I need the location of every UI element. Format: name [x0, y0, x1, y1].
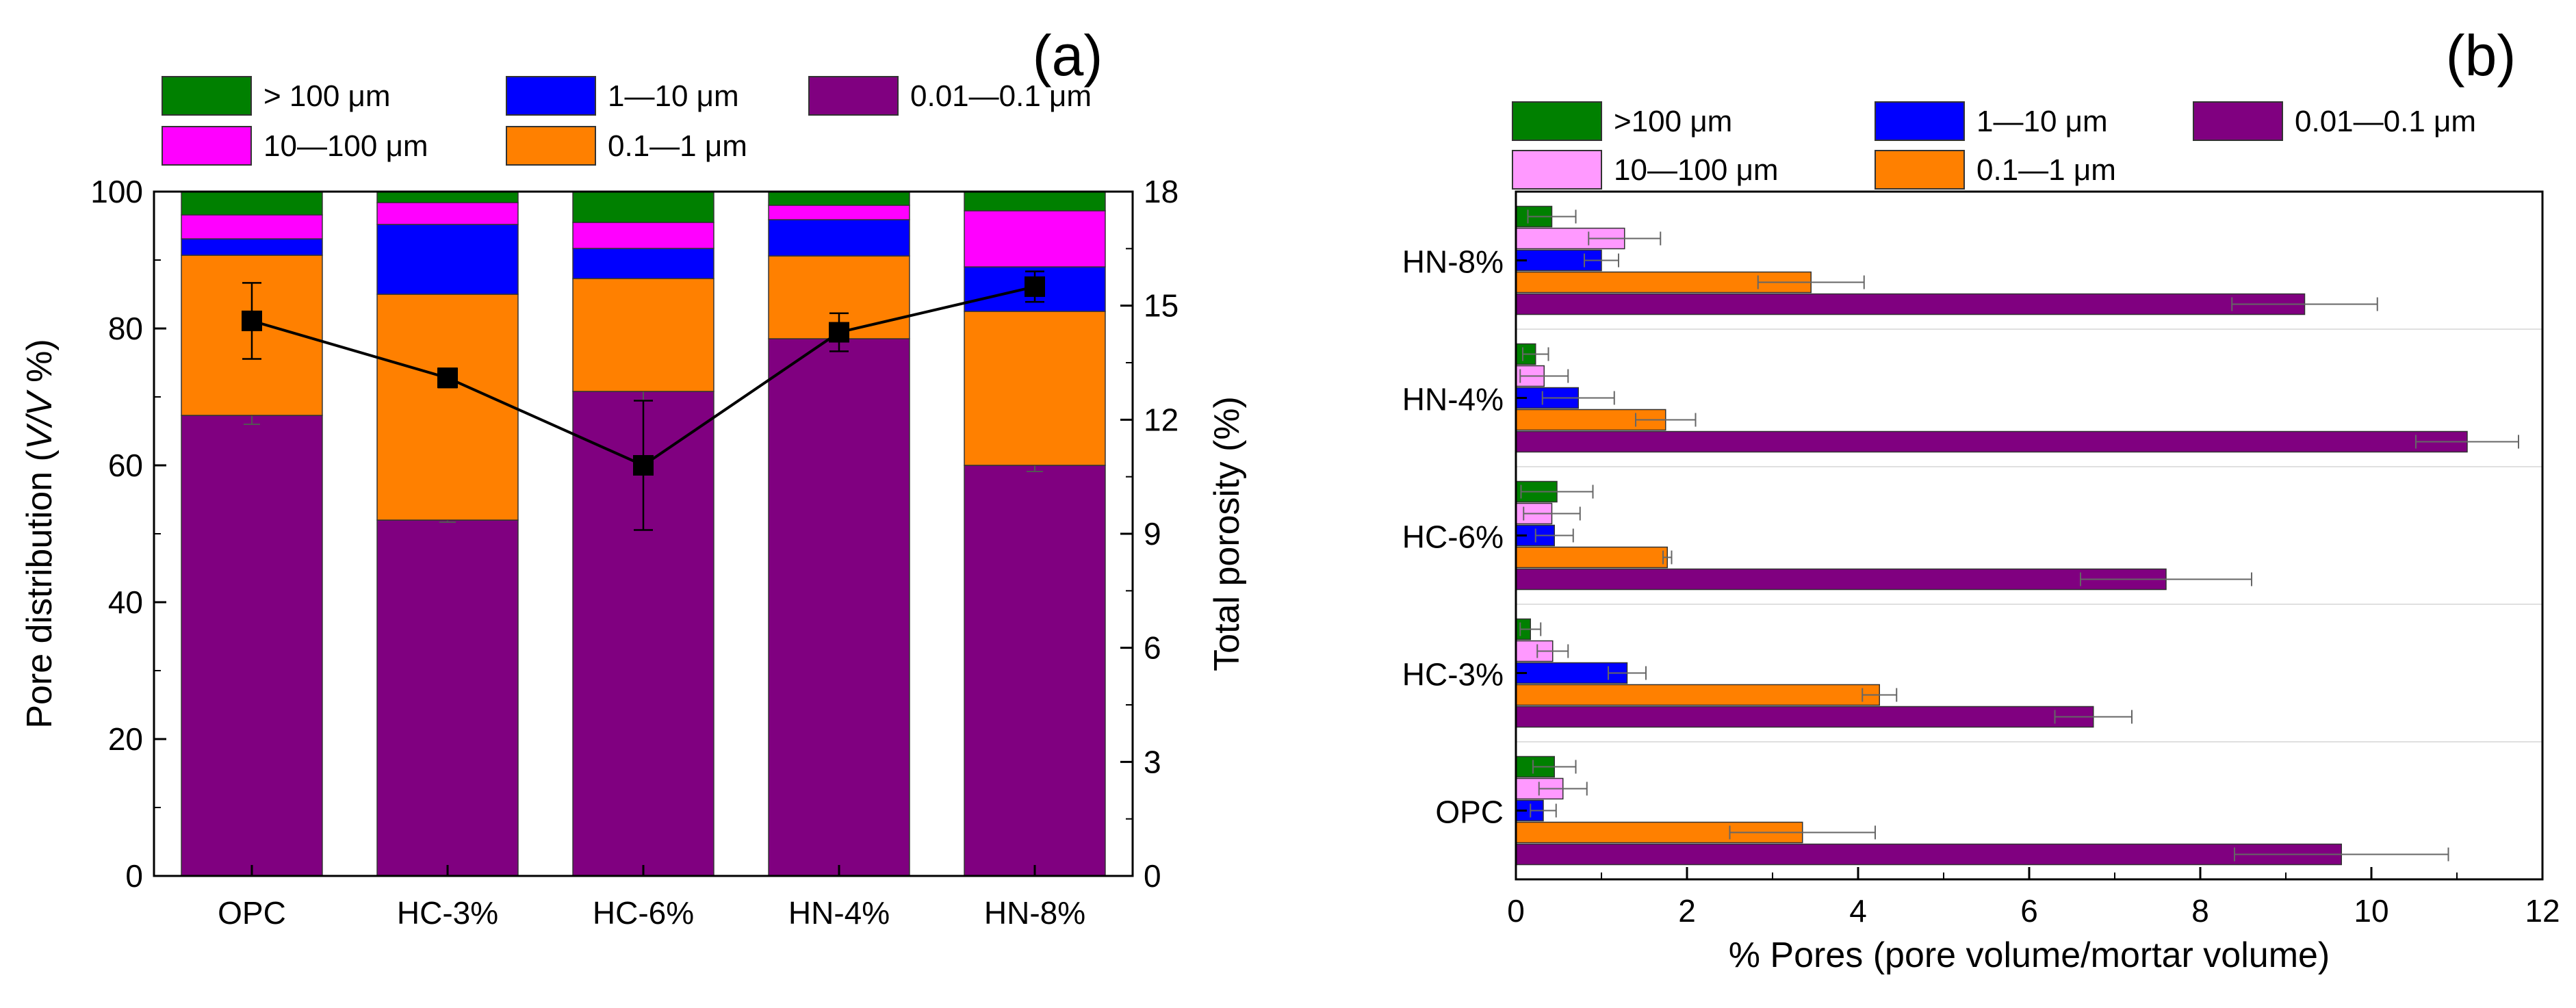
legend-label-a-10-100-m: 10—100 μm — [263, 129, 428, 163]
bar-a-hn-4-10-100-m — [768, 205, 910, 220]
bar-b-opc-0-01-0-1-m — [1515, 843, 2342, 866]
x-tick-label-b: 6 — [2020, 893, 2038, 929]
bar-a-opc-0-01-0-1-m — [181, 415, 323, 877]
legend-swatch-b-100-m — [1512, 101, 1602, 141]
x-tick-label-a-hc-3: HC-3% — [397, 895, 498, 931]
x-tick-label-b: 2 — [1678, 893, 1696, 929]
x-tick-label-b: 0 — [1507, 893, 1525, 929]
legend-swatch-b-0-01-0-1-m — [2193, 101, 2283, 141]
y-tick-label-a: 0 — [125, 858, 143, 894]
x-tick-label-a-hn-4: HN-4% — [788, 895, 890, 931]
bar-a-hn-4-1-10-m — [768, 219, 910, 257]
bar-b-hc-6-0-01-0-1-m — [1515, 568, 2167, 591]
legend-label-b-0-01-0-1-m: 0.01—0.1 μm — [2295, 105, 2476, 138]
bar-a-hc-3-0-01-0-1-m — [376, 519, 519, 877]
y-axis-label-a: Pore distribution (V/V %) — [20, 339, 60, 728]
legend-swatch-b-0-1-1-m — [1875, 150, 1965, 190]
bar-a-hc-3-100-m — [376, 191, 519, 203]
bar-a-hc-6-1-10-m — [572, 248, 714, 279]
porosity-point-hn-4 — [829, 322, 849, 343]
bar-a-hn-8-10-100-m — [964, 210, 1106, 268]
y-axis-label-a-part: %) — [20, 339, 60, 392]
legend-swatch-a-100-m — [162, 76, 252, 116]
chart-a: 0 20 40 60 80 100 0 3 6 9 12 15 18 OPC HC-3% HC-6% HN-4%… — [20, 76, 1247, 931]
y2-tick-label-a: 0 — [1144, 858, 1161, 894]
legend-label-b-10-100-m: 10—100 μm — [1614, 153, 1779, 187]
legend-swatch-a-1-10-m — [506, 76, 596, 116]
legend-label-b-0-1-1-m: 0.1—1 μm — [1976, 153, 2116, 187]
legend-label-a-0-1-1-m: 0.1—1 μm — [608, 129, 747, 163]
y-tick-label-a: 40 — [108, 584, 143, 620]
porosity-point-hc-6 — [633, 455, 654, 476]
bar-a-hc-3-10-100-m — [376, 202, 519, 225]
legend-label-a-1-10-m: 1—10 μm — [608, 79, 739, 113]
x-tick-label-b: 8 — [2191, 893, 2209, 929]
legend-label-a-100-m: > 100 μm — [263, 79, 391, 113]
bar-b-hc-3-0-1-1-m — [1515, 684, 1880, 706]
y2-axis-label-a: Total porosity (%) — [1207, 396, 1247, 671]
y2-tick-label-a: 12 — [1144, 402, 1178, 437]
legend-label-a-0-01-0-1-m: 0.01—0.1 μm — [910, 79, 1092, 113]
y-tick-label-b-opc: OPC — [1435, 794, 1504, 830]
x-tick-label-a-opc: OPC — [218, 895, 286, 931]
legend-label-b-100-m: >100 μm — [1614, 105, 1732, 138]
y2-tick-label-a: 6 — [1144, 630, 1161, 666]
x-tick-label-a-hc-6: HC-6% — [593, 895, 694, 931]
legend-swatch-b-1-10-m — [1875, 101, 1965, 141]
bar-a-hn-8-0-01-0-1-m — [964, 465, 1106, 877]
y2-tick-label-a: 3 — [1144, 744, 1161, 779]
y-axis-label-a-part: Pore distribution ( — [20, 449, 60, 728]
x-tick-label-b: 12 — [2525, 893, 2560, 929]
legend-swatch-b-10-100-m — [1512, 150, 1602, 190]
bar-b-hc-6-0-1-1-m — [1515, 546, 1668, 569]
bar-a-hn-8-100-m — [964, 191, 1106, 211]
panel-b-label: (b) — [2446, 23, 2516, 88]
bar-a-opc-10-100-m — [181, 214, 323, 240]
y-tick-label-b-hn-4: HN-4% — [1402, 382, 1504, 417]
y-tick-label-a: 60 — [108, 448, 143, 483]
legend-label-b-1-10-m: 1—10 μm — [1976, 105, 2108, 138]
y-axis-label-a-part: V/V — [20, 389, 60, 450]
bar-b-hc-3-0-01-0-1-m — [1515, 706, 2094, 728]
bar-a-hc-3-1-10-m — [376, 224, 519, 295]
bar-a-opc-1-10-m — [181, 238, 323, 256]
x-tick-label-b: 4 — [1849, 893, 1867, 929]
y-tick-label-a: 20 — [108, 721, 143, 757]
bar-a-hc-3-0-1-1-m — [376, 294, 519, 521]
y-tick-label-a: 100 — [90, 174, 143, 209]
legend-swatch-a-10-100-m — [162, 126, 252, 166]
y-tick-label-a: 80 — [108, 311, 143, 346]
bar-a-hc-6-0-1-1-m — [572, 278, 714, 392]
bar-b-hn-4-0-01-0-1-m — [1515, 430, 2468, 453]
bar-a-hn-8-0-1-1-m — [964, 311, 1106, 466]
x-axis-label-b: % Pores (pore volume/mortar volume) — [1729, 935, 2330, 975]
panel-a-label: (a) — [1033, 23, 1103, 88]
bar-a-opc-100-m — [181, 191, 323, 216]
bar-a-hn-4-100-m — [768, 191, 910, 206]
y2-tick-label-a: 18 — [1144, 174, 1178, 209]
chart-b: OPC HC-3% HC-6% HN-4% HN-8% 0 2 4 6 8 10 12 % Pores … — [1402, 101, 2560, 975]
y-tick-label-b-hc-3: HC-3% — [1402, 657, 1504, 693]
porosity-point-hc-3 — [437, 367, 458, 389]
porosity-point-hn-8 — [1025, 276, 1045, 297]
x-tick-label-a-hn-8: HN-8% — [984, 895, 1085, 931]
y2-tick-label-a: 15 — [1144, 288, 1178, 324]
legend-swatch-a-0-1-1-m — [506, 126, 596, 166]
legend-swatch-a-0-01-0-1-m — [808, 76, 899, 116]
bar-a-hc-6-10-100-m — [572, 222, 714, 249]
bar-b-hn-8-0-01-0-1-m — [1515, 293, 2306, 315]
bar-a-hn-4-0-01-0-1-m — [768, 338, 910, 877]
x-tick-label-b: 10 — [2354, 893, 2388, 929]
y-tick-label-b-hn-8: HN-8% — [1402, 244, 1504, 280]
bar-a-hc-6-100-m — [572, 191, 714, 223]
y-tick-label-b-hc-6: HC-6% — [1402, 519, 1504, 555]
y2-tick-label-a: 9 — [1144, 516, 1161, 552]
porosity-point-opc — [242, 310, 262, 331]
